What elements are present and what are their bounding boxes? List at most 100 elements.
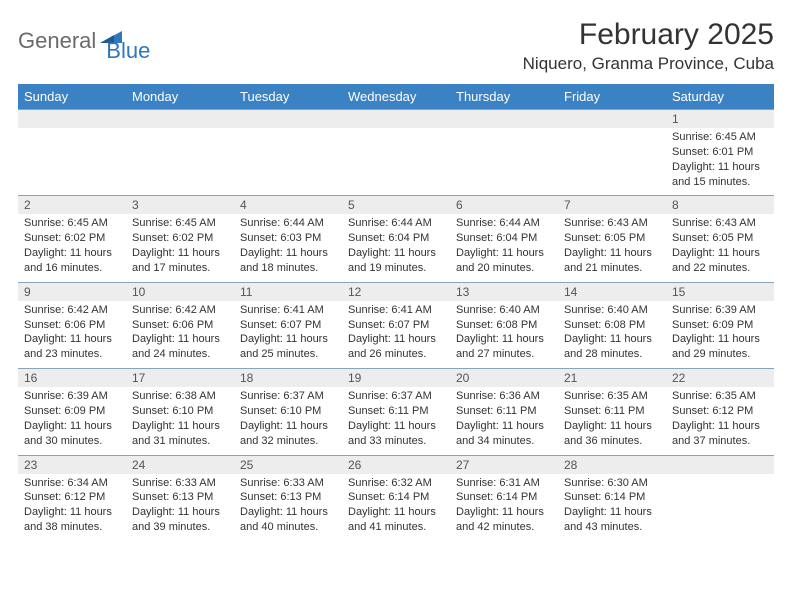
day-header: Wednesday [342, 84, 450, 110]
day-details: Sunrise: 6:30 AMSunset: 6:14 PMDaylight:… [558, 474, 666, 541]
day-number-cell: 19 [342, 369, 450, 388]
day-number: 13 [450, 283, 558, 301]
day-body-cell: Sunrise: 6:31 AMSunset: 6:14 PMDaylight:… [450, 474, 558, 541]
day-details: Sunrise: 6:43 AMSunset: 6:05 PMDaylight:… [666, 214, 774, 281]
day-details [234, 128, 342, 188]
day-body-cell: Sunrise: 6:45 AMSunset: 6:02 PMDaylight:… [126, 214, 234, 282]
day-number: 10 [126, 283, 234, 301]
day-number-cell: 5 [342, 196, 450, 215]
day-details: Sunrise: 6:31 AMSunset: 6:14 PMDaylight:… [450, 474, 558, 541]
week-body-row: Sunrise: 6:34 AMSunset: 6:12 PMDaylight:… [18, 474, 774, 541]
day-details: Sunrise: 6:40 AMSunset: 6:08 PMDaylight:… [558, 301, 666, 368]
day-number: 15 [666, 283, 774, 301]
day-body-cell: Sunrise: 6:35 AMSunset: 6:12 PMDaylight:… [666, 387, 774, 455]
day-details: Sunrise: 6:38 AMSunset: 6:10 PMDaylight:… [126, 387, 234, 454]
day-number: 22 [666, 369, 774, 387]
day-number-cell: 12 [342, 282, 450, 301]
day-number: 3 [126, 196, 234, 214]
day-number: 28 [558, 456, 666, 474]
day-body-cell: Sunrise: 6:33 AMSunset: 6:13 PMDaylight:… [234, 474, 342, 541]
day-body-cell: Sunrise: 6:39 AMSunset: 6:09 PMDaylight:… [666, 301, 774, 369]
day-number-cell: 28 [558, 455, 666, 474]
day-number: 26 [342, 456, 450, 474]
day-body-cell: Sunrise: 6:41 AMSunset: 6:07 PMDaylight:… [234, 301, 342, 369]
day-number-cell: 26 [342, 455, 450, 474]
day-body-cell: Sunrise: 6:43 AMSunset: 6:05 PMDaylight:… [558, 214, 666, 282]
day-body-cell: Sunrise: 6:30 AMSunset: 6:14 PMDaylight:… [558, 474, 666, 541]
day-number [558, 110, 666, 114]
day-details: Sunrise: 6:35 AMSunset: 6:11 PMDaylight:… [558, 387, 666, 454]
day-number-cell: 9 [18, 282, 126, 301]
day-body-cell: Sunrise: 6:41 AMSunset: 6:07 PMDaylight:… [342, 301, 450, 369]
day-number-cell: 20 [450, 369, 558, 388]
page-title: February 2025 [523, 18, 774, 52]
week-body-row: Sunrise: 6:45 AMSunset: 6:01 PMDaylight:… [18, 128, 774, 196]
day-number: 6 [450, 196, 558, 214]
day-details: Sunrise: 6:36 AMSunset: 6:11 PMDaylight:… [450, 387, 558, 454]
day-number [18, 110, 126, 114]
day-number [126, 110, 234, 114]
day-body-cell: Sunrise: 6:43 AMSunset: 6:05 PMDaylight:… [666, 214, 774, 282]
day-number [450, 110, 558, 114]
day-number-cell: 22 [666, 369, 774, 388]
day-details [558, 128, 666, 188]
day-body-cell: Sunrise: 6:37 AMSunset: 6:11 PMDaylight:… [342, 387, 450, 455]
header: General Blue February 2025 Niquero, Gran… [18, 18, 774, 74]
week-body-row: Sunrise: 6:42 AMSunset: 6:06 PMDaylight:… [18, 301, 774, 369]
day-number: 4 [234, 196, 342, 214]
day-details: Sunrise: 6:32 AMSunset: 6:14 PMDaylight:… [342, 474, 450, 541]
day-body-cell: Sunrise: 6:44 AMSunset: 6:03 PMDaylight:… [234, 214, 342, 282]
week-number-row: 9101112131415 [18, 282, 774, 301]
day-number-cell: 16 [18, 369, 126, 388]
day-number: 7 [558, 196, 666, 214]
week-number-row: 16171819202122 [18, 369, 774, 388]
day-number-cell: 1 [666, 110, 774, 129]
day-details [342, 128, 450, 188]
day-details: Sunrise: 6:42 AMSunset: 6:06 PMDaylight:… [126, 301, 234, 368]
day-header: Saturday [666, 84, 774, 110]
day-number-cell: 13 [450, 282, 558, 301]
day-details: Sunrise: 6:39 AMSunset: 6:09 PMDaylight:… [18, 387, 126, 454]
day-body-cell [126, 128, 234, 196]
day-number-cell: 14 [558, 282, 666, 301]
day-number: 23 [18, 456, 126, 474]
day-details: Sunrise: 6:33 AMSunset: 6:13 PMDaylight:… [234, 474, 342, 541]
week-number-row: 232425262728 [18, 455, 774, 474]
day-number-cell [18, 110, 126, 129]
day-header: Tuesday [234, 84, 342, 110]
day-body-cell: Sunrise: 6:35 AMSunset: 6:11 PMDaylight:… [558, 387, 666, 455]
day-number-cell: 2 [18, 196, 126, 215]
day-header: Monday [126, 84, 234, 110]
day-details [126, 128, 234, 188]
day-number-cell [342, 110, 450, 129]
day-number-cell: 18 [234, 369, 342, 388]
week-number-row: 1 [18, 110, 774, 129]
calendar-table: SundayMondayTuesdayWednesdayThursdayFrid… [18, 84, 774, 541]
day-number-cell [126, 110, 234, 129]
day-number: 16 [18, 369, 126, 387]
day-number: 27 [450, 456, 558, 474]
day-body-cell: Sunrise: 6:37 AMSunset: 6:10 PMDaylight:… [234, 387, 342, 455]
day-details: Sunrise: 6:44 AMSunset: 6:03 PMDaylight:… [234, 214, 342, 281]
day-details: Sunrise: 6:44 AMSunset: 6:04 PMDaylight:… [450, 214, 558, 281]
day-body-cell: Sunrise: 6:45 AMSunset: 6:02 PMDaylight:… [18, 214, 126, 282]
day-details: Sunrise: 6:35 AMSunset: 6:12 PMDaylight:… [666, 387, 774, 454]
day-number-cell: 25 [234, 455, 342, 474]
day-details: Sunrise: 6:41 AMSunset: 6:07 PMDaylight:… [342, 301, 450, 368]
week-body-row: Sunrise: 6:39 AMSunset: 6:09 PMDaylight:… [18, 387, 774, 455]
week-body-row: Sunrise: 6:45 AMSunset: 6:02 PMDaylight:… [18, 214, 774, 282]
day-number [234, 110, 342, 114]
day-body-cell: Sunrise: 6:45 AMSunset: 6:01 PMDaylight:… [666, 128, 774, 196]
day-details [450, 128, 558, 188]
day-details: Sunrise: 6:34 AMSunset: 6:12 PMDaylight:… [18, 474, 126, 541]
day-number: 1 [666, 110, 774, 128]
day-number-cell: 17 [126, 369, 234, 388]
day-number-cell: 4 [234, 196, 342, 215]
day-body-cell: Sunrise: 6:36 AMSunset: 6:11 PMDaylight:… [450, 387, 558, 455]
day-body-cell [234, 128, 342, 196]
day-number-cell: 8 [666, 196, 774, 215]
logo: General Blue [18, 18, 150, 64]
week-number-row: 2345678 [18, 196, 774, 215]
day-number-cell: 15 [666, 282, 774, 301]
day-number: 17 [126, 369, 234, 387]
